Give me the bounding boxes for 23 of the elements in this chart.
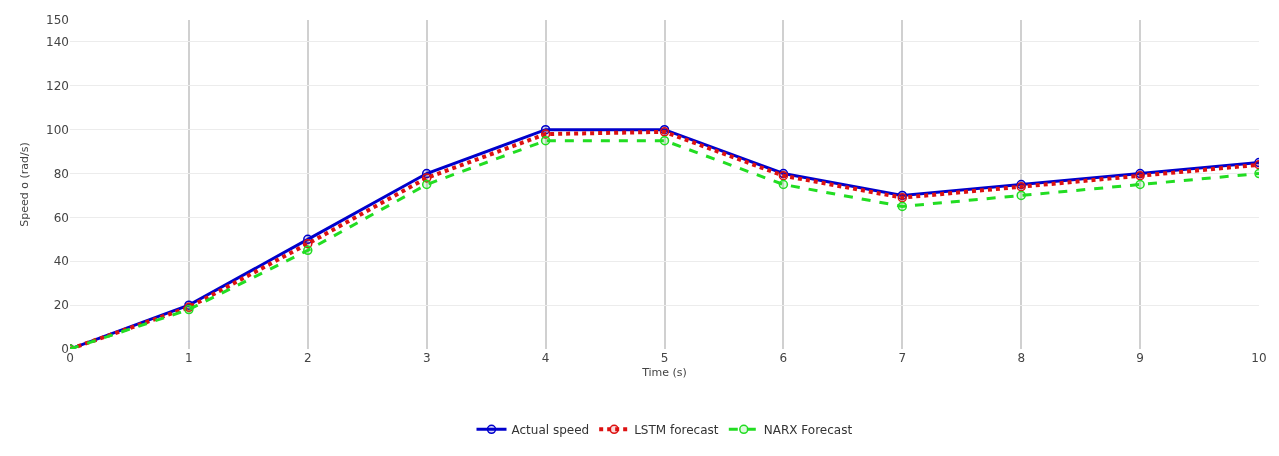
y-tick-label: 100 bbox=[46, 122, 69, 137]
y-axis-title: Speed o (rad/s) bbox=[17, 142, 31, 227]
x-tick-label: 3 bbox=[422, 351, 431, 365]
y-tick-label: 140 bbox=[46, 35, 69, 50]
legend-label: LSTM forecast bbox=[634, 422, 719, 437]
y-tick-label: 150 bbox=[46, 13, 69, 28]
y-tick-label: 80 bbox=[53, 166, 69, 181]
x-tick-label: 10 bbox=[1251, 351, 1267, 365]
x-tick-label: 4 bbox=[541, 351, 550, 365]
x-tick-label: 9 bbox=[1136, 351, 1144, 365]
x-tick-label: 8 bbox=[1017, 351, 1026, 365]
y-tick-label: 20 bbox=[53, 298, 69, 313]
x-axis-title: Time (s) bbox=[641, 366, 687, 380]
x-tick-label: 2 bbox=[303, 351, 312, 365]
y-tick-label: 120 bbox=[46, 79, 69, 93]
y-tick-label: 60 bbox=[53, 210, 69, 225]
legend-label: NARX Forecast bbox=[763, 422, 853, 437]
x-tick-label: 1 bbox=[185, 351, 193, 365]
legend-label: Actual speed bbox=[511, 422, 590, 437]
x-tick-label: 5 bbox=[660, 351, 669, 365]
x-tick-label: 7 bbox=[898, 351, 907, 365]
y-tick-label: 40 bbox=[53, 254, 69, 269]
x-tick-label: 6 bbox=[779, 351, 788, 365]
